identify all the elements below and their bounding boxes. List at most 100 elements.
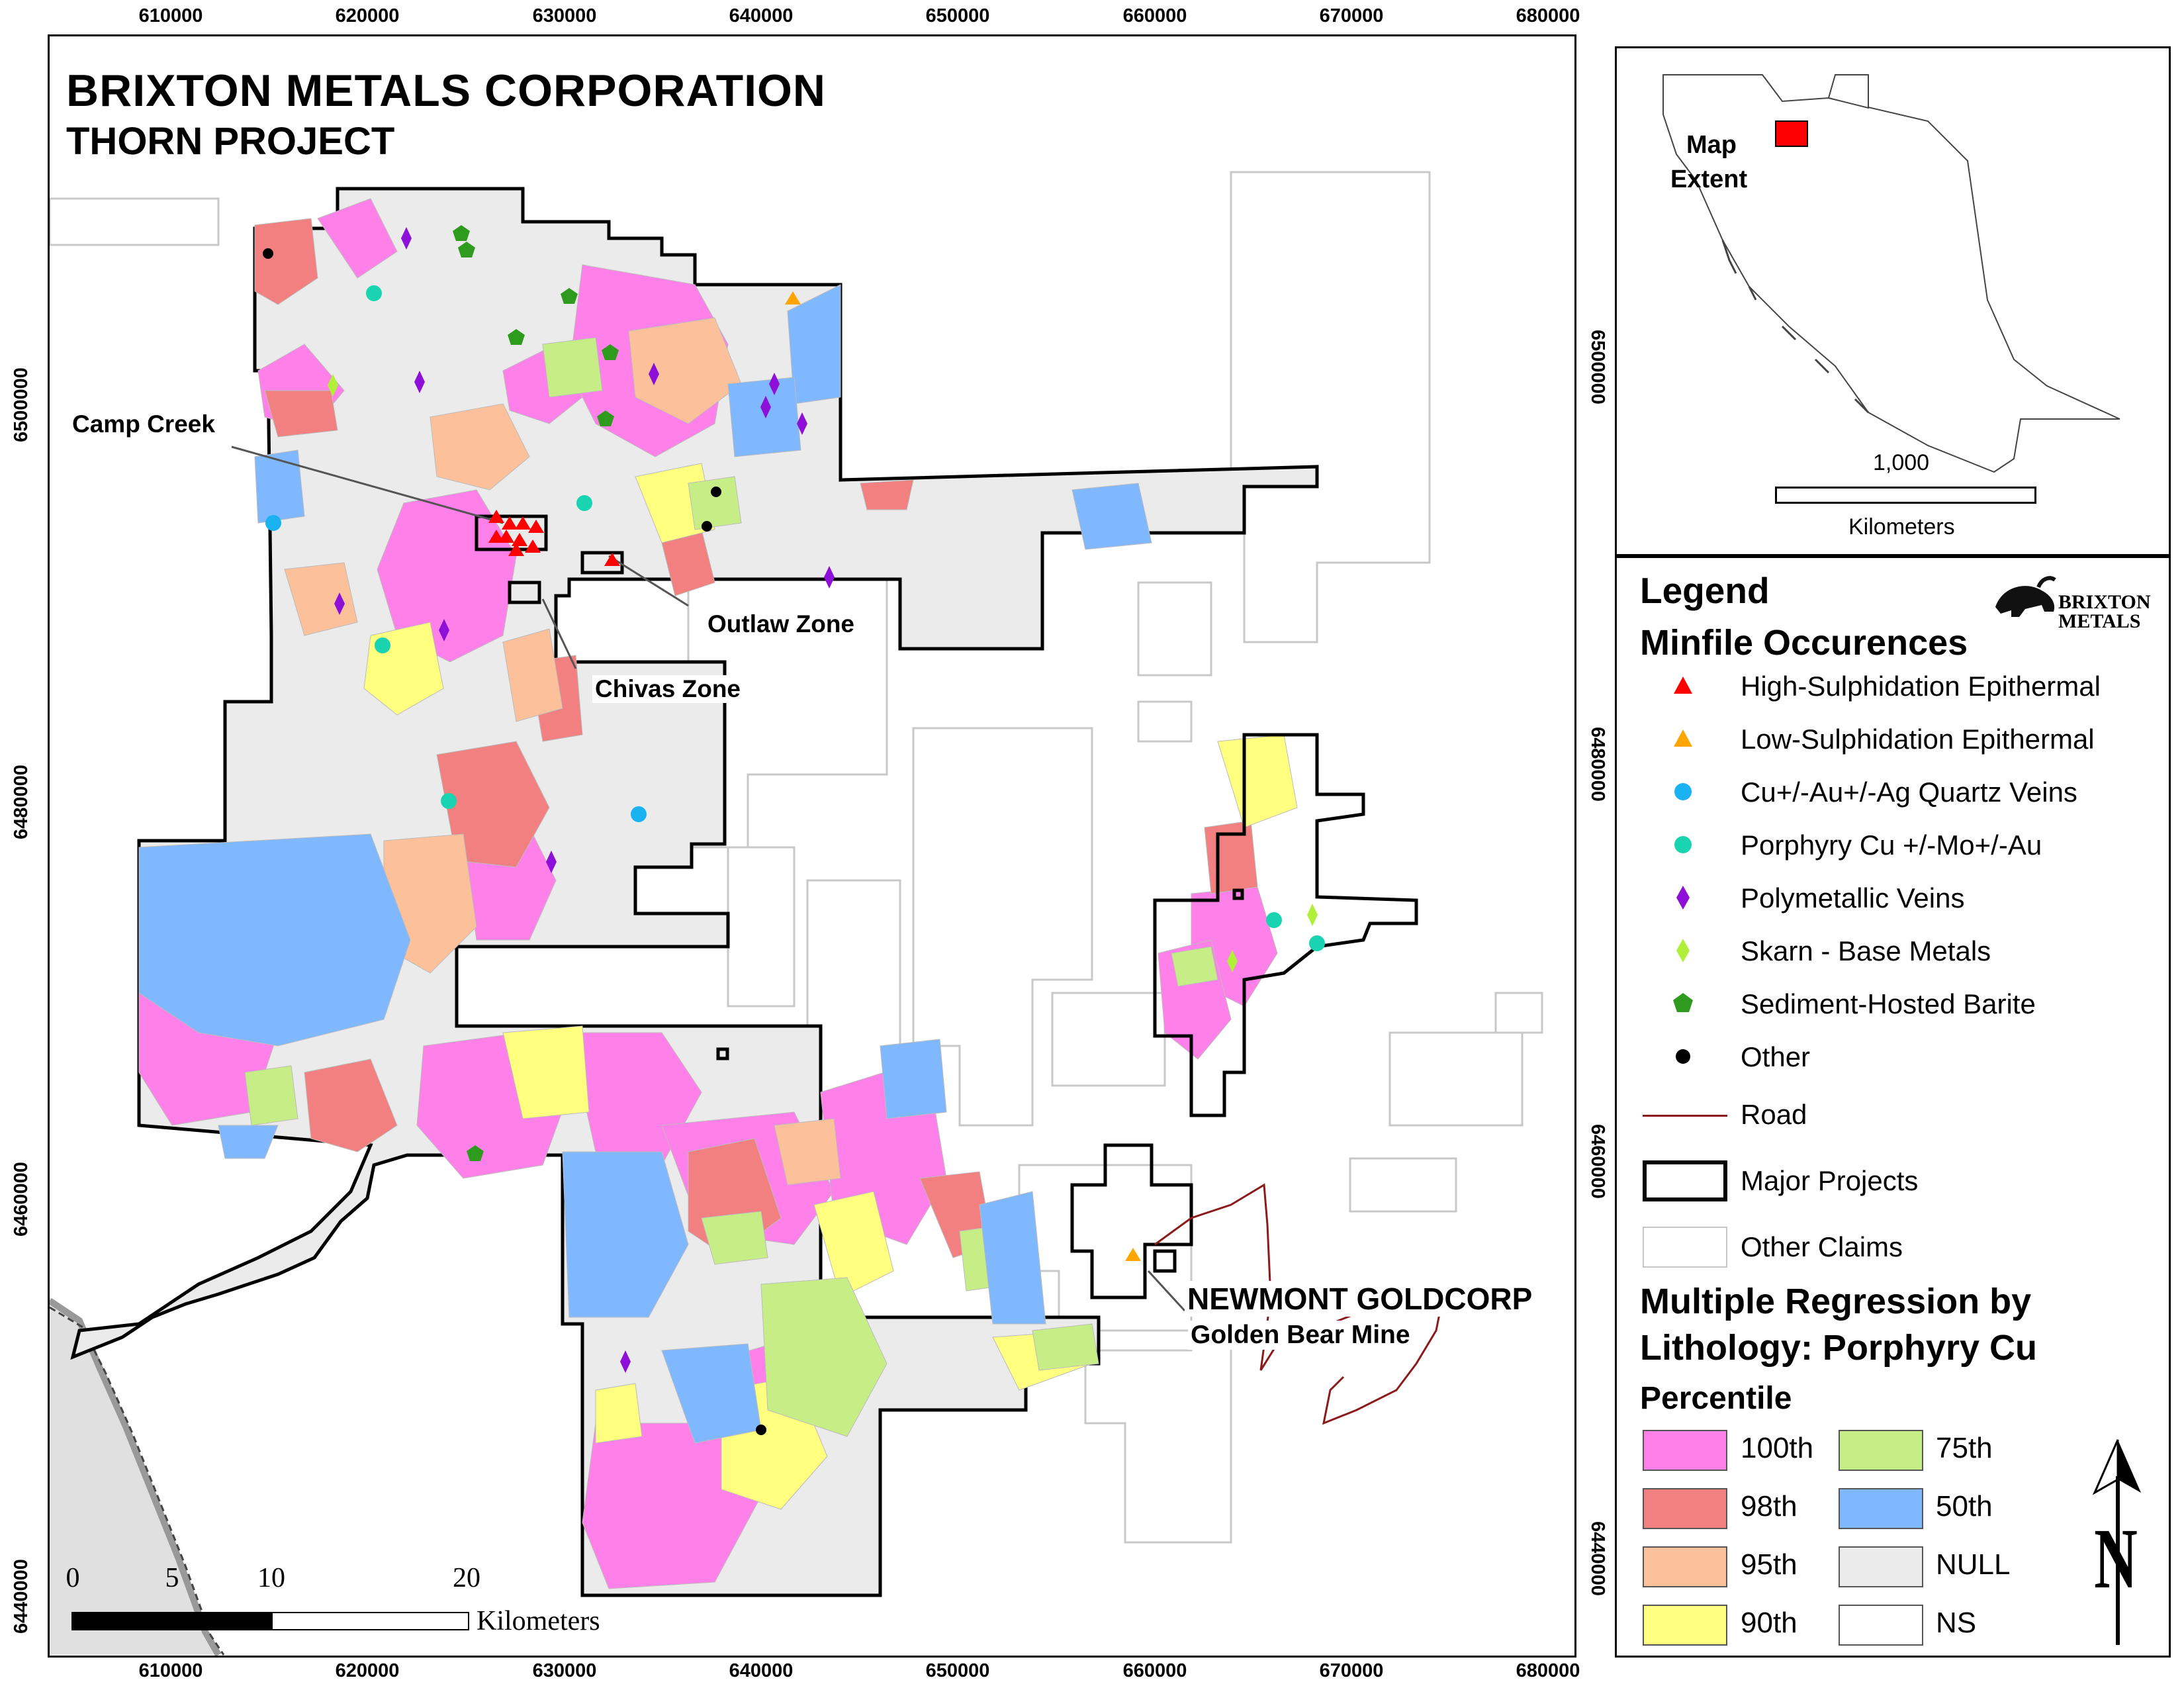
- map-extent-marker: [1775, 120, 1808, 147]
- easting-tick: 680000: [1516, 5, 1580, 26]
- quartz-vein-points: [265, 515, 647, 822]
- major-projects-swatch: [1643, 1160, 1727, 1201]
- leader-lines: [231, 445, 1186, 1312]
- legend-item-barite: Sediment-Hosted Barite: [1741, 988, 2036, 1019]
- diamond-purple-icon: [1676, 886, 1690, 910]
- thorn-project-east: [1153, 733, 1418, 1117]
- high-sulphidation-points: [488, 510, 620, 566]
- northing-tick: 6480000: [11, 765, 32, 839]
- pentagon-green-icon: [1673, 993, 1693, 1012]
- scale-tick: 10: [257, 1563, 285, 1593]
- legend-item-high-sulphidation: High-Sulphidation Epithermal: [1741, 671, 2101, 702]
- label-golden-bear-mine: Golden Bear Mine: [1188, 1321, 1413, 1350]
- swatch-90th: [1643, 1605, 1727, 1646]
- main-map-canvas: [50, 171, 1543, 1656]
- northing-tick: 6480000: [1587, 727, 1608, 802]
- easting-tick: 630000: [532, 1660, 597, 1681]
- regression-title-line1: Multiple Regression by: [1640, 1282, 2032, 1321]
- inset-scale-unit: Kilometers: [1848, 514, 1955, 539]
- legend-item-road: Road: [1741, 1099, 1807, 1130]
- label-95th: 95th: [1741, 1548, 1797, 1581]
- regression-title-line2: Lithology: Porphyry Cu: [1640, 1328, 2037, 1368]
- scale-tick: 5: [165, 1563, 179, 1593]
- easting-tick: 670000: [1319, 5, 1384, 26]
- percentile-title: Percentile: [1640, 1381, 1792, 1416]
- easting-tick: 660000: [1122, 1660, 1187, 1681]
- northing-tick: 6460000: [1587, 1124, 1608, 1199]
- inset-scale-value: 1,000: [1873, 450, 1930, 475]
- low-sulphidation-points: [785, 291, 1141, 1261]
- northing-tick: 6440000: [11, 1559, 32, 1634]
- circle-blue-icon: [1674, 783, 1692, 800]
- triangle-red-icon: [1674, 677, 1692, 694]
- scale-tick: 0: [66, 1563, 80, 1593]
- easting-tick: 610000: [138, 1660, 203, 1681]
- northing-tick: 6500000: [11, 367, 32, 442]
- label-ns: NS: [1936, 1607, 1977, 1639]
- other-points: [263, 248, 766, 1435]
- circle-teal-icon: [1674, 836, 1692, 853]
- legend-item-low-sulphidation: Low-Sulphidation Epithermal: [1741, 724, 2095, 755]
- legend-item-major-projects: Major Projects: [1741, 1165, 1919, 1196]
- easting-tick: 620000: [335, 5, 400, 26]
- legend-item-quartz-veins: Cu+/-Au+/-Ag Quartz Veins: [1741, 776, 2077, 808]
- legend-item-other-claims: Other Claims: [1741, 1231, 1903, 1262]
- northing-tick: 6500000: [1587, 330, 1608, 404]
- scale-bar-white: [271, 1612, 469, 1630]
- swatch-50th: [1839, 1488, 1923, 1529]
- label-camp-creek: Camp Creek: [69, 410, 218, 438]
- logo-text-metals: METALS: [2058, 610, 2141, 632]
- swatch-75th: [1839, 1430, 1923, 1471]
- diamond-lime-icon: [1676, 939, 1690, 962]
- easting-tick: 630000: [532, 5, 597, 26]
- label-75th: 75th: [1936, 1432, 1993, 1464]
- logo-text-brixton: BRIXTON: [2058, 591, 2151, 613]
- swatch-95th: [1643, 1546, 1727, 1587]
- label-100th: 100th: [1741, 1432, 1814, 1464]
- label-newmont-goldcorp: NEWMONT GOLDCORP: [1185, 1281, 1535, 1317]
- easting-tick: 650000: [925, 5, 990, 26]
- inset-label-extent: Extent: [1670, 165, 1748, 193]
- north-letter: N: [2094, 1511, 2138, 1607]
- swatch-100th: [1643, 1430, 1727, 1471]
- percentile-patches: [138, 198, 1298, 1589]
- legend-frame: [1615, 556, 2171, 1658]
- polymetallic-points: [334, 227, 835, 1373]
- minfile-title: Minfile Occurences: [1640, 623, 1968, 663]
- skarn-points: [328, 374, 1318, 972]
- inset-label-map: Map: [1686, 131, 1737, 159]
- label-null: NULL: [1936, 1548, 2011, 1581]
- triangle-orange-icon: [1674, 729, 1692, 747]
- legend-item-other: Other: [1741, 1041, 1811, 1072]
- barite-points: [453, 225, 619, 1161]
- easting-tick: 640000: [729, 1660, 794, 1681]
- thorn-project-main: [70, 187, 1319, 1597]
- scale-bar-black: [71, 1612, 273, 1630]
- legend-item-skarn: Skarn - Base Metals: [1741, 935, 1991, 966]
- easting-tick: 680000: [1516, 1660, 1580, 1681]
- easting-tick: 650000: [925, 1660, 990, 1681]
- scale-unit: Kilometers: [477, 1606, 600, 1636]
- label-50th: 50th: [1936, 1490, 1993, 1523]
- legend-item-porphyry: Porphyry Cu +/-Mo+/-Au: [1741, 829, 2042, 861]
- major-project-outlines: [475, 514, 1244, 1299]
- swatch-ns: [1839, 1605, 1923, 1646]
- easting-tick: 660000: [1122, 5, 1187, 26]
- other-claims-swatch: [1643, 1227, 1727, 1268]
- map-subtitle: THORN PROJECT: [66, 120, 395, 163]
- swatch-98th: [1643, 1488, 1727, 1529]
- scale-tick: 20: [453, 1563, 480, 1593]
- inset-map-canvas: [1662, 74, 2120, 473]
- legend-title: Legend: [1640, 570, 1770, 611]
- easting-tick: 610000: [138, 5, 203, 26]
- swatch-null: [1839, 1546, 1923, 1587]
- northing-tick: 6460000: [11, 1162, 32, 1237]
- northing-tick: 6440000: [1587, 1521, 1608, 1596]
- easting-tick: 620000: [335, 1660, 400, 1681]
- easting-tick: 640000: [729, 5, 794, 26]
- label-chivas-zone: Chivas Zone: [592, 675, 743, 703]
- british-columbia-outline: [1662, 74, 2120, 473]
- inset-scale-bar: [1775, 487, 2036, 504]
- road-line-icon: [1643, 1115, 1727, 1117]
- bull-logo-icon: [1995, 576, 2056, 617]
